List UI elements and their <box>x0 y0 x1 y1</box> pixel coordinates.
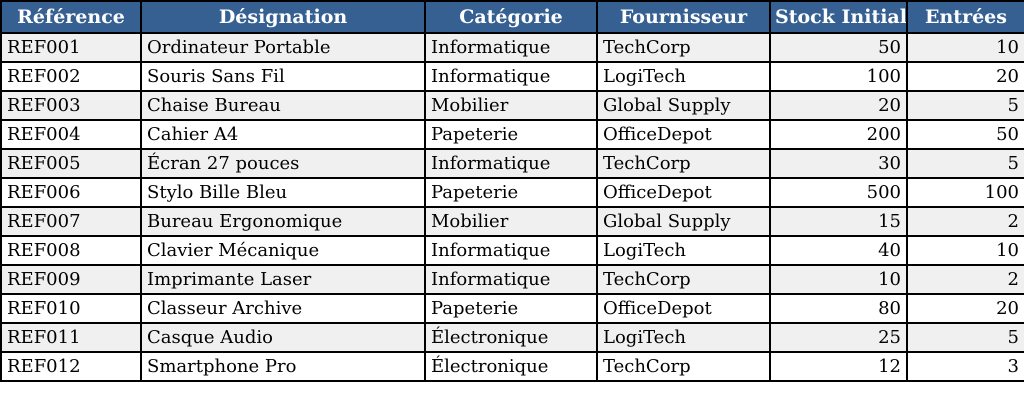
cell-entrees: 50 <box>906 119 1024 150</box>
cell-designation: Chaise Bureau <box>140 90 426 121</box>
cell-stock_initial: 200 <box>769 119 908 150</box>
cell-designation: Ordinateur Portable <box>140 32 426 63</box>
cell-reference: REF011 <box>0 322 142 353</box>
cell-fournisseur: OfficeDepot <box>596 177 771 208</box>
cell-fournisseur: LogiTech <box>596 235 771 266</box>
cell-designation: Imprimante Laser <box>140 264 426 295</box>
cell-reference: REF003 <box>0 90 142 121</box>
cell-fournisseur: OfficeDepot <box>596 119 771 150</box>
cell-entrees: 10 <box>906 32 1024 63</box>
cell-categorie: Mobilier <box>424 90 598 121</box>
cell-fournisseur: TechCorp <box>596 264 771 295</box>
cell-fournisseur: TechCorp <box>596 148 771 179</box>
cell-entrees: 5 <box>906 322 1024 353</box>
column-header-fournisseur: Fournisseur <box>596 0 771 34</box>
cell-entrees: 3 <box>906 351 1024 382</box>
cell-designation: Écran 27 pouces <box>140 148 426 179</box>
cell-categorie: Papeterie <box>424 177 598 208</box>
cell-categorie: Informatique <box>424 235 598 266</box>
cell-stock_initial: 20 <box>769 90 908 121</box>
cell-designation: Smartphone Pro <box>140 351 426 382</box>
table-row: REF011 Casque Audio Électronique LogiTech 25… <box>0 322 1024 353</box>
table-row: REF005 Écran 27 pouces Informatique TechCor… <box>0 148 1024 179</box>
cell-categorie: Informatique <box>424 61 598 92</box>
cell-categorie: Mobilier <box>424 206 598 237</box>
cell-reference: REF010 <box>0 293 142 324</box>
cell-fournisseur: TechCorp <box>596 32 771 63</box>
cell-reference: REF012 <box>0 351 142 382</box>
table-row: REF007 Bureau Ergonomique Mobilier Global S… <box>0 206 1024 237</box>
column-header-stock-initial: Stock Initial <box>769 0 908 34</box>
cell-entrees: 2 <box>906 206 1024 237</box>
cell-entrees: 20 <box>906 293 1024 324</box>
table-row: REF004 Cahier A4 Papeterie OfficeDepot 200 50 <box>0 119 1024 150</box>
inventory-table: Référence Désignation Catégorie Fourniss… <box>0 0 1024 382</box>
cell-reference: REF009 <box>0 264 142 295</box>
cell-entrees: 2 <box>906 264 1024 295</box>
cell-categorie: Papeterie <box>424 119 598 150</box>
cell-fournisseur: Global Supply <box>596 90 771 121</box>
cell-stock_initial: 100 <box>769 61 908 92</box>
cell-stock_initial: 50 <box>769 32 908 63</box>
column-header-entrees: Entrées <box>906 0 1024 34</box>
cell-categorie: Électronique <box>424 351 598 382</box>
cell-stock_initial: 15 <box>769 206 908 237</box>
cell-reference: REF008 <box>0 235 142 266</box>
cell-stock_initial: 500 <box>769 177 908 208</box>
table-row: REF009 Imprimante Laser Informatique TechCo… <box>0 264 1024 295</box>
column-header-reference: Référence <box>0 0 142 34</box>
table-row: REF008 Clavier Mécanique Informatique LogiT… <box>0 235 1024 266</box>
cell-designation: Casque Audio <box>140 322 426 353</box>
cell-entrees: 5 <box>906 90 1024 121</box>
cell-reference: REF002 <box>0 61 142 92</box>
cell-reference: REF001 <box>0 32 142 63</box>
table-body: REF001 Ordinateur Portable Informatique Tec… <box>0 32 1024 382</box>
cell-stock_initial: 10 <box>769 264 908 295</box>
cell-fournisseur: Global Supply <box>596 206 771 237</box>
cell-categorie: Informatique <box>424 32 598 63</box>
cell-designation: Stylo Bille Bleu <box>140 177 426 208</box>
table-row: REF012 Smartphone Pro Électronique TechCorp… <box>0 351 1024 382</box>
cell-stock_initial: 40 <box>769 235 908 266</box>
table-row: REF003 Chaise Bureau Mobilier Global Supply… <box>0 90 1024 121</box>
cell-designation: Souris Sans Fil <box>140 61 426 92</box>
cell-reference: REF005 <box>0 148 142 179</box>
column-header-designation: Désignation <box>140 0 426 34</box>
cell-categorie: Informatique <box>424 148 598 179</box>
cell-entrees: 10 <box>906 235 1024 266</box>
cell-categorie: Papeterie <box>424 293 598 324</box>
cell-stock_initial: 12 <box>769 351 908 382</box>
cell-fournisseur: LogiTech <box>596 322 771 353</box>
cell-fournisseur: OfficeDepot <box>596 293 771 324</box>
table-row: REF006 Stylo Bille Bleu Papeterie OfficeDep… <box>0 177 1024 208</box>
cell-reference: REF007 <box>0 206 142 237</box>
cell-designation: Clavier Mécanique <box>140 235 426 266</box>
cell-fournisseur: TechCorp <box>596 351 771 382</box>
cell-designation: Classeur Archive <box>140 293 426 324</box>
cell-designation: Bureau Ergonomique <box>140 206 426 237</box>
column-header-categorie: Catégorie <box>424 0 598 34</box>
cell-stock_initial: 25 <box>769 322 908 353</box>
cell-reference: REF006 <box>0 177 142 208</box>
table-row: REF002 Souris Sans Fil Informatique LogiTec… <box>0 61 1024 92</box>
cell-designation: Cahier A4 <box>140 119 426 150</box>
cell-entrees: 5 <box>906 148 1024 179</box>
cell-reference: REF004 <box>0 119 142 150</box>
cell-categorie: Informatique <box>424 264 598 295</box>
table-row: REF010 Classeur Archive Papeterie OfficeDep… <box>0 293 1024 324</box>
table-row: REF001 Ordinateur Portable Informatique Tec… <box>0 32 1024 63</box>
header-row: Référence Désignation Catégorie Fourniss… <box>0 0 1024 34</box>
cell-fournisseur: LogiTech <box>596 61 771 92</box>
cell-categorie: Électronique <box>424 322 598 353</box>
cell-entrees: 20 <box>906 61 1024 92</box>
cell-stock_initial: 30 <box>769 148 908 179</box>
cell-entrees: 100 <box>906 177 1024 208</box>
cell-stock_initial: 80 <box>769 293 908 324</box>
